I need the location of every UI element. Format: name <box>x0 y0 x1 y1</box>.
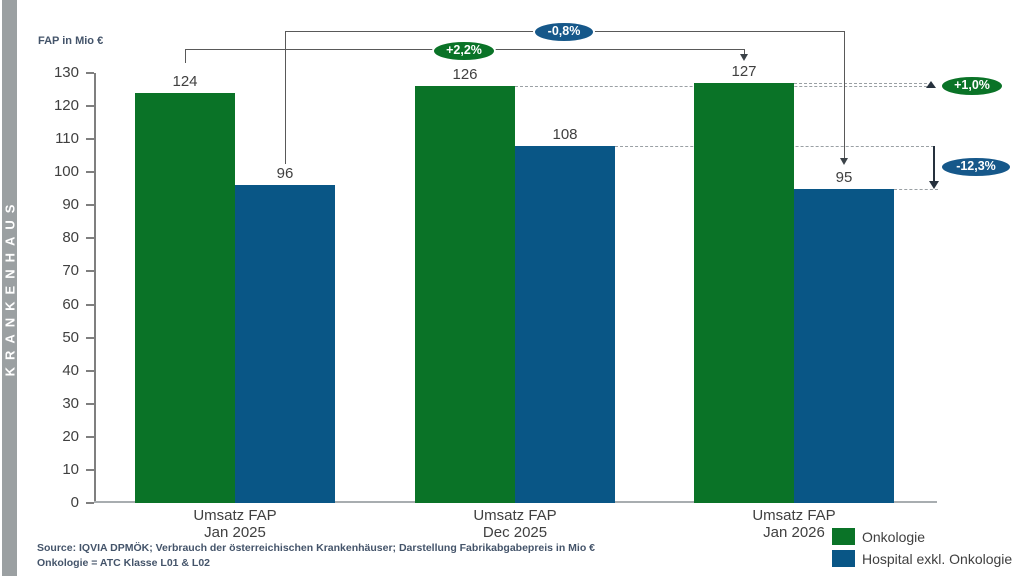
source-note-line1: Source: IQVIA DPMÖK; Verbrauch der öster… <box>37 542 596 554</box>
reference-dotted-line <box>894 189 938 190</box>
y-axis-tick <box>86 469 94 471</box>
y-axis-tick-label: 60 <box>62 296 79 313</box>
y-axis-tick-label: 100 <box>53 163 79 180</box>
y-axis-tick <box>86 138 94 140</box>
y-axis-tick <box>86 237 94 239</box>
annotation-oval-onkologie-yoy: +2,2% <box>432 40 496 62</box>
y-axis-tick-label: 110 <box>55 130 79 147</box>
sidebar-vertical-title: KRANKENHAUS <box>2 197 17 377</box>
bar-hospital-1 <box>515 146 615 503</box>
legend-swatch-hospital <box>832 550 855 567</box>
y-axis-tick-label: 40 <box>62 362 79 379</box>
y-axis-tick-label: 10 <box>62 461 79 478</box>
y-axis-tick-label: 20 <box>62 428 79 445</box>
y-axis-tick-label: 130 <box>53 64 79 81</box>
y-axis-tick <box>86 304 94 306</box>
y-axis-tick <box>86 502 94 504</box>
bar-hospital-2 <box>794 189 894 503</box>
x-axis-category-label: Umsatz FAP Jan 2026 <box>752 507 836 541</box>
y-axis-tick <box>86 436 94 438</box>
reference-dotted-line <box>794 83 927 84</box>
arrowhead-down-icon <box>739 54 748 61</box>
y-axis-tick <box>86 270 94 272</box>
connector-line <box>844 31 845 158</box>
y-axis-line <box>94 73 96 503</box>
bar-value-label: 108 <box>552 126 578 143</box>
bar-value-label: 95 <box>835 169 853 186</box>
legend-item-hospital: Hospital exkl. Onkologie <box>832 550 1012 567</box>
connector-line <box>185 49 186 63</box>
y-axis-tick-label: 90 <box>62 196 79 213</box>
bar-value-label: 127 <box>731 63 757 80</box>
bar-onkologie-0 <box>135 93 235 503</box>
y-axis-tick-label: 0 <box>70 494 79 511</box>
x-axis-category-label: Umsatz FAP Dec 2025 <box>473 507 557 541</box>
annotation-oval-onkologie-mom: +1,0% <box>940 75 1004 97</box>
arrowhead-up-icon <box>926 81 936 88</box>
y-axis-unit-label: FAP in Mio € <box>38 35 104 47</box>
connector-line <box>744 49 745 54</box>
change-arrow-line <box>933 146 935 181</box>
left-gray-band: KRANKENHAUS <box>2 0 17 576</box>
y-axis-tick <box>86 403 94 405</box>
y-axis-tick <box>86 105 94 107</box>
legend: Onkologie Hospital exkl. Onkologie <box>832 528 1012 572</box>
annotation-oval-hospital-yoy: -0,8% <box>533 21 595 43</box>
y-axis-tick <box>86 370 94 372</box>
y-axis-tick <box>86 72 94 74</box>
y-axis-tick-label: 70 <box>62 262 79 279</box>
y-axis-tick <box>86 171 94 173</box>
y-axis-tick-label: 30 <box>62 395 79 412</box>
x-axis-category-label: Umsatz FAP Jan 2025 <box>193 507 277 541</box>
bar-value-label: 126 <box>452 66 478 83</box>
y-axis-tick-label: 120 <box>53 97 79 114</box>
arrowhead-down-icon <box>839 158 848 165</box>
y-axis-tick-label: 80 <box>62 229 79 246</box>
legend-label-hospital: Hospital exkl. Onkologie <box>862 550 1013 567</box>
y-axis-tick-label: 50 <box>62 329 79 346</box>
annotation-oval-hospital-mom: -12,3% <box>940 156 1012 178</box>
y-axis-tick <box>86 204 94 206</box>
legend-label-onkologie: Onkologie <box>862 528 926 545</box>
bar-hospital-0 <box>235 185 335 503</box>
arrowhead-down-icon <box>929 181 939 189</box>
legend-swatch-onkologie <box>832 528 855 545</box>
y-axis-tick <box>86 337 94 339</box>
bar-onkologie-2 <box>694 83 794 503</box>
bar-value-label: 124 <box>172 73 198 90</box>
bar-onkologie-1 <box>415 86 515 503</box>
bar-value-label: 96 <box>276 165 294 182</box>
connector-line <box>285 31 286 164</box>
source-note-line2: Onkologie = ATC Klasse L01 & L02 <box>37 557 211 569</box>
legend-item-onkologie: Onkologie <box>832 528 1012 545</box>
